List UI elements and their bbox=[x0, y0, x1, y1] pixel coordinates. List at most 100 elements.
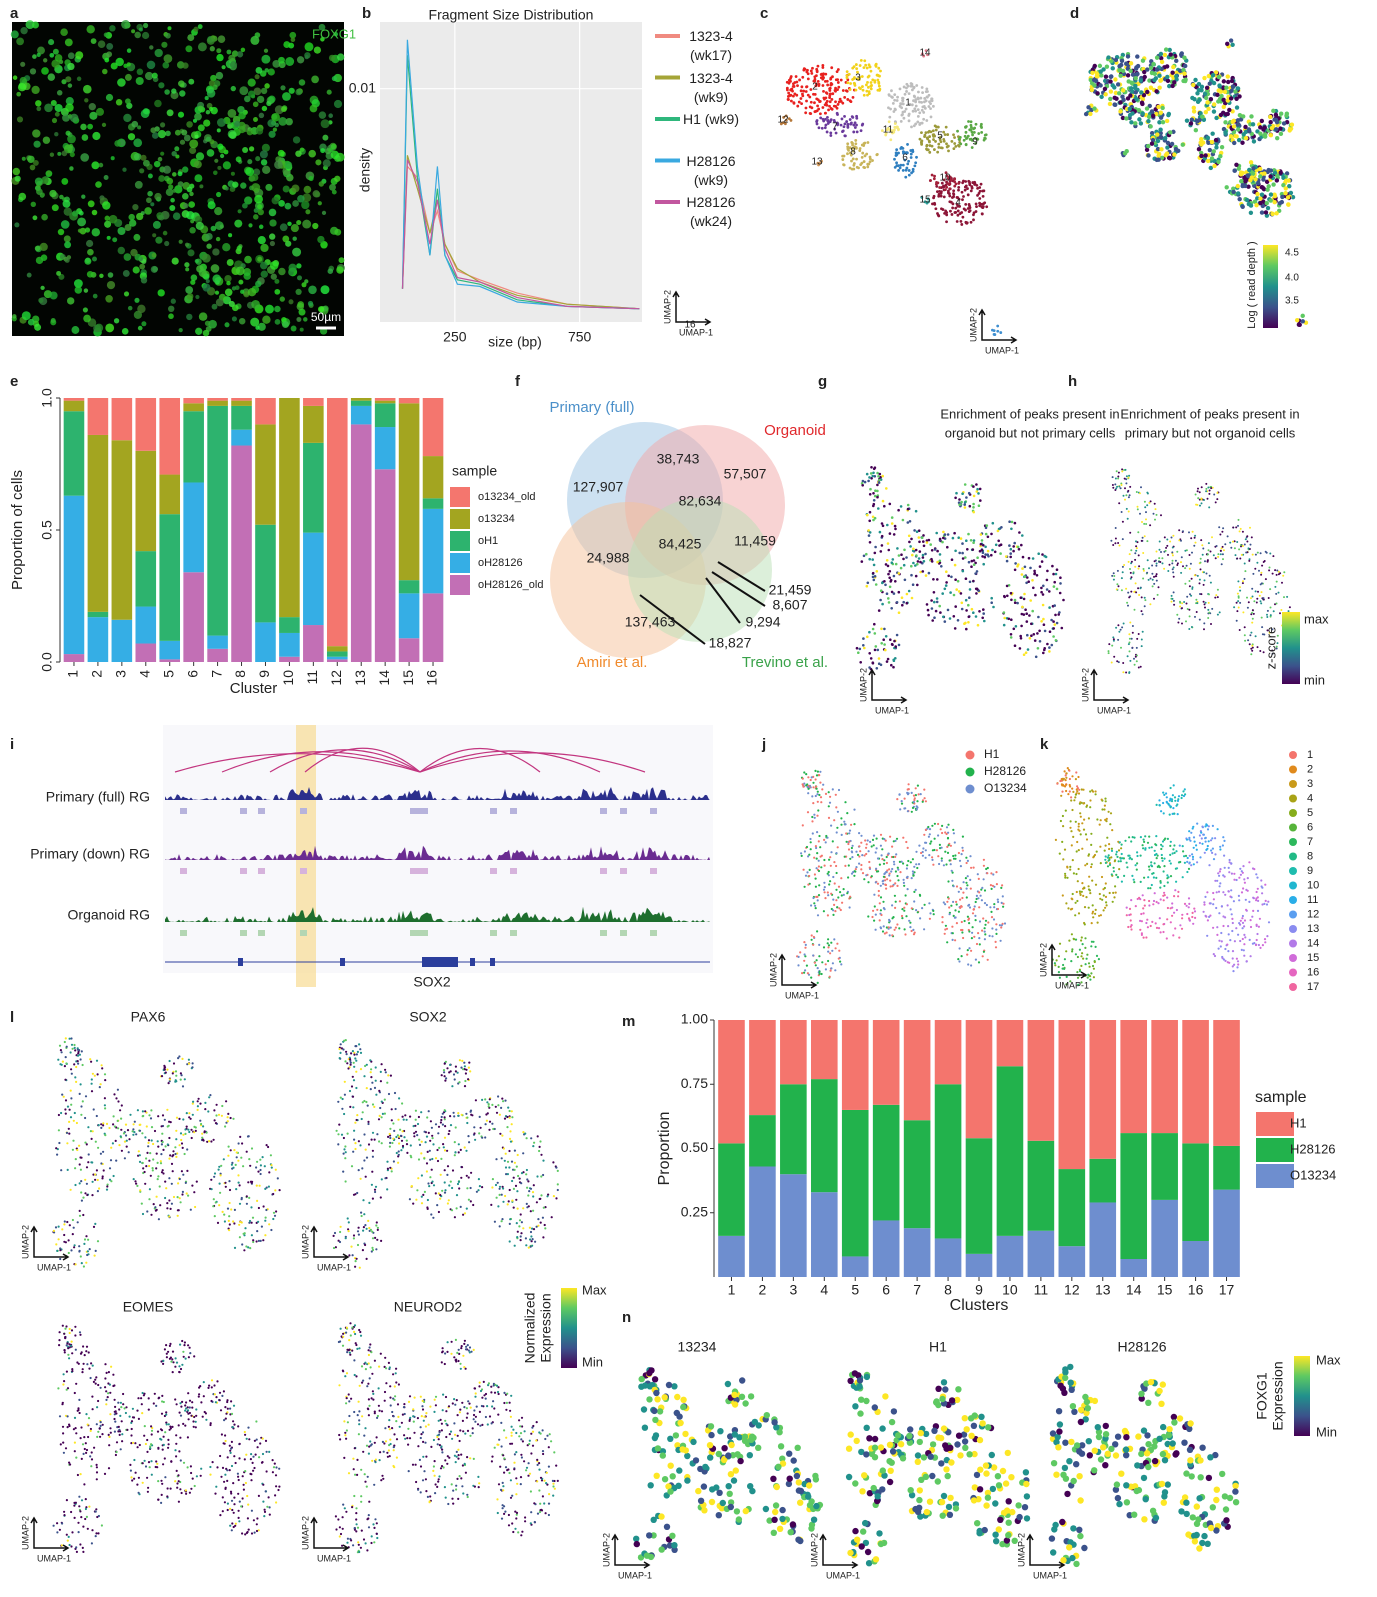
nucleus bbox=[14, 222, 19, 227]
umap-cell bbox=[1136, 547, 1138, 549]
umap-cell bbox=[817, 771, 819, 773]
umap-cell bbox=[850, 141, 853, 144]
nucleus bbox=[163, 231, 168, 236]
umap-cell bbox=[1258, 131, 1262, 135]
umap-cell bbox=[896, 875, 898, 877]
umap-cell bbox=[883, 505, 886, 508]
umap-cell bbox=[1143, 75, 1147, 79]
nucleus bbox=[65, 258, 70, 263]
nucleus bbox=[190, 280, 195, 285]
umap-cell bbox=[830, 98, 833, 101]
umap-cell bbox=[965, 539, 968, 542]
umap-cell bbox=[981, 549, 984, 552]
umap-cell bbox=[975, 959, 977, 961]
umap-cell bbox=[1048, 650, 1051, 653]
nucleus bbox=[211, 264, 220, 273]
nucleus bbox=[185, 267, 189, 271]
umap-cell bbox=[975, 483, 978, 486]
umap-cell bbox=[900, 553, 903, 556]
umap-cell bbox=[1134, 552, 1136, 554]
colorbar-tick: 4.0 bbox=[1285, 273, 1299, 284]
umap-cell bbox=[1172, 598, 1174, 600]
umap-cell bbox=[1138, 568, 1140, 570]
umap-cell bbox=[1231, 84, 1235, 88]
umap-cell bbox=[832, 909, 834, 911]
umap-cell bbox=[1147, 115, 1151, 119]
umap-cell bbox=[952, 202, 955, 205]
umap-cell bbox=[1273, 610, 1275, 612]
umap-cell bbox=[1297, 322, 1301, 326]
nucleus bbox=[124, 253, 132, 261]
nucleus bbox=[139, 27, 143, 31]
umap-cell bbox=[1223, 120, 1227, 124]
umap-cell bbox=[1236, 127, 1240, 131]
umap-cell bbox=[868, 850, 870, 852]
umap-cell bbox=[897, 879, 899, 881]
nucleus bbox=[143, 23, 148, 28]
umap-cell bbox=[1163, 568, 1165, 570]
nucleus bbox=[47, 171, 51, 175]
umap-cell bbox=[1042, 585, 1045, 588]
umap-cell bbox=[1030, 623, 1033, 626]
umap-cell bbox=[1134, 664, 1136, 666]
umap-cell bbox=[1065, 777, 1067, 779]
nucleus bbox=[150, 127, 156, 133]
umap-cell bbox=[1128, 477, 1130, 479]
umap-cell bbox=[985, 533, 988, 536]
nucleus bbox=[285, 57, 294, 66]
umap-cell bbox=[896, 885, 898, 887]
colorbar-max: max bbox=[1304, 611, 1329, 626]
umap-cell bbox=[850, 160, 853, 163]
umap-cell bbox=[1189, 580, 1191, 582]
cluster-label: 3 bbox=[855, 73, 861, 84]
umap-cell bbox=[1156, 551, 1158, 553]
umap-cell bbox=[855, 67, 858, 70]
umap-cell bbox=[1037, 616, 1040, 619]
umap-cell bbox=[923, 834, 925, 836]
umap-cell bbox=[1258, 174, 1262, 178]
umap-cell bbox=[1000, 940, 1002, 942]
bar-segment bbox=[375, 398, 396, 401]
umap-cell bbox=[1252, 596, 1254, 598]
umap-cell bbox=[897, 152, 900, 155]
umap-cell bbox=[817, 967, 819, 969]
umap-cell bbox=[836, 943, 838, 945]
umap-cell bbox=[958, 590, 961, 593]
umap-cell bbox=[1136, 647, 1138, 649]
umap-cell bbox=[833, 938, 835, 940]
bar-segment bbox=[207, 649, 228, 662]
umap-cell bbox=[895, 125, 898, 128]
umap-cell bbox=[1112, 476, 1114, 478]
umap-cell bbox=[849, 118, 852, 121]
umap-cell bbox=[787, 95, 790, 98]
bar-segment bbox=[351, 424, 372, 662]
umap-cell bbox=[821, 961, 823, 963]
bar-segment bbox=[1151, 1133, 1178, 1200]
umap-cell bbox=[1272, 573, 1274, 575]
umap-cell bbox=[1098, 83, 1102, 87]
nucleus bbox=[147, 61, 156, 70]
umap-cell bbox=[949, 859, 951, 861]
nucleus bbox=[158, 289, 165, 296]
umap-cell bbox=[1158, 128, 1162, 132]
cluster-label: 15 bbox=[919, 195, 931, 206]
figure: abcdefghijklmn2507500.01Fragment Size Di… bbox=[0, 0, 1377, 1597]
umap-cell bbox=[820, 801, 822, 803]
umap-cell bbox=[884, 649, 887, 652]
umap-cell bbox=[1003, 595, 1006, 598]
umap-cell bbox=[1075, 778, 1077, 780]
venn-count: 82,634 bbox=[679, 493, 722, 509]
nucleus bbox=[61, 220, 70, 229]
umap-cell bbox=[816, 930, 818, 932]
umap-cell bbox=[1190, 96, 1194, 100]
nucleus bbox=[295, 289, 301, 295]
umap-cell bbox=[836, 831, 838, 833]
bar-segment bbox=[303, 406, 324, 443]
umap-cell bbox=[1153, 72, 1157, 76]
umap-cell bbox=[1131, 561, 1133, 563]
nucleus bbox=[50, 291, 58, 299]
bar-segment bbox=[423, 456, 444, 498]
umap-cell bbox=[913, 891, 915, 893]
umap-cell bbox=[1172, 80, 1176, 84]
umap-cell bbox=[1122, 671, 1124, 673]
